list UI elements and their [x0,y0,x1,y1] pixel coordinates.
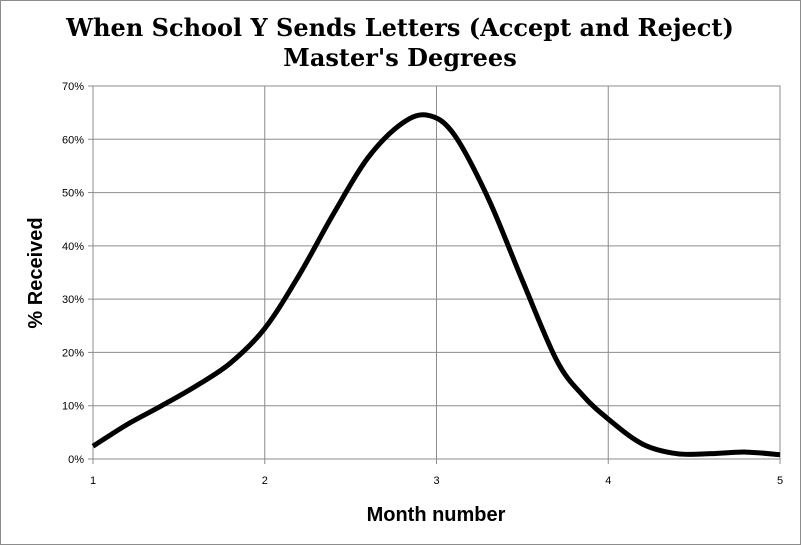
y-tick-label: 20% [62,347,84,359]
x-tick-label: 1 [90,475,96,487]
x-tick-label: 3 [433,475,439,487]
x-tick-label: 5 [777,475,783,487]
chart-title: When School Y Sends Letters (Accept and … [65,13,734,42]
y-tick-label: 50% [62,188,84,200]
plot-layer [91,112,781,458]
x-tick-label: 4 [605,475,611,487]
y-tick-label: 60% [62,134,84,146]
grid-layer [88,85,781,464]
tick-layer: 0% 10% 20% 30% 40% 50% 60% 70% 1 2 3 4 5 [62,81,783,487]
y-tick-label: 10% [62,401,84,413]
y-tick-label: 0% [68,454,84,466]
y-tick-label: 40% [62,241,84,253]
x-axis-label: Month number [367,504,506,526]
chart-subtitle: Master's Degrees [283,43,516,72]
series-line-0 [91,112,781,458]
y-axis-label: % Received [25,217,47,328]
y-tick-label: 70% [62,81,84,93]
y-tick-label: 30% [62,294,84,306]
x-tick-label: 2 [262,475,268,487]
